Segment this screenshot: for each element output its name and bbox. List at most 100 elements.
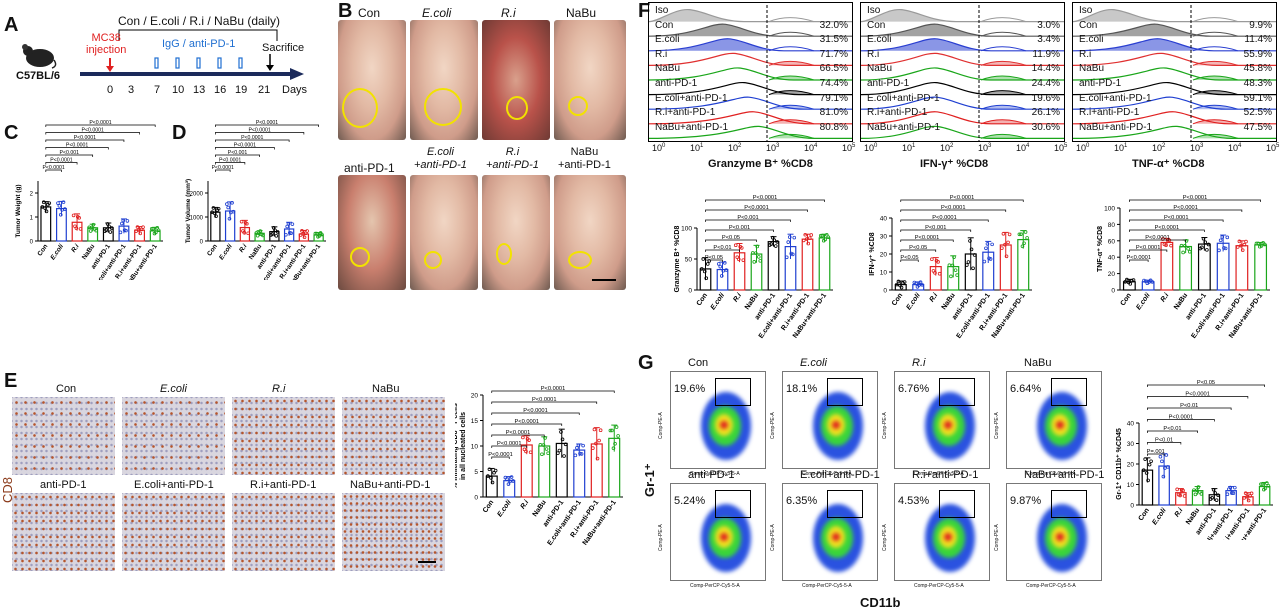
data-point xyxy=(971,266,975,271)
histogram-curve-tail xyxy=(980,46,1027,52)
bar xyxy=(1197,243,1211,291)
panel-letter-e: E xyxy=(4,370,18,392)
panel-e-ihc: Con E.coli R.i NaBu anti-PD-1 E.coli+ant… xyxy=(0,375,460,575)
panel-letter-c: C xyxy=(4,122,19,144)
data-point xyxy=(540,452,544,457)
significance-bracket xyxy=(705,249,740,252)
y-tick-label: 40 xyxy=(1108,255,1116,262)
tumor-photo xyxy=(482,175,550,290)
significance-bracket xyxy=(900,229,972,232)
significance-label: P<0.0001 xyxy=(50,157,72,163)
panel-f-histograms: Iso Con 32.0% E.coli 31.5% R.i 71.7% NaBu 66.5% a… xyxy=(648,0,1280,200)
data-point xyxy=(787,235,792,239)
sacrifice-label: Sacrifice xyxy=(262,42,305,54)
significance-bracket xyxy=(1147,442,1182,445)
histogram-row-label: E.coli+anti-PD-1 xyxy=(867,92,940,104)
significance-label: P<0.0001 xyxy=(66,142,88,148)
flow-plot-x-label: Comp-PerCP-Cy5-5-A xyxy=(1026,471,1076,477)
flow-plot-x-label: Comp-PerCP-Cy5-5-A xyxy=(690,583,740,589)
data-point xyxy=(1160,459,1164,464)
significance-bracket xyxy=(705,239,757,242)
histogram-curve-tail xyxy=(980,31,1027,37)
data-point xyxy=(1242,242,1247,247)
significance-bracket xyxy=(1147,419,1215,422)
data-point xyxy=(955,273,959,277)
y-axis-label: IFN-γ⁺ %CD8 xyxy=(869,232,876,275)
histogram-curve xyxy=(861,96,1064,110)
significance-label: P<0.0001 xyxy=(234,142,256,148)
histogram-percent: 31.5% xyxy=(819,34,848,46)
data-point xyxy=(1006,240,1010,245)
tick-exponent: 0 xyxy=(662,143,666,149)
ihc-tile xyxy=(122,493,225,571)
category-label: Con xyxy=(891,292,905,307)
data-point xyxy=(317,234,322,238)
data-point xyxy=(1195,488,1199,493)
data-point xyxy=(1143,457,1147,461)
significance-bracket xyxy=(491,423,563,426)
histogram-row-label: anti-PD-1 xyxy=(655,78,698,89)
histogram-x-tick: 104 xyxy=(1228,143,1241,153)
data-point xyxy=(61,200,66,204)
flow-dot-plot xyxy=(782,483,878,581)
significance-bracket xyxy=(491,434,545,437)
data-point xyxy=(556,451,560,455)
significance-label: P<0.01 xyxy=(1155,437,1173,443)
data-point xyxy=(1230,491,1234,495)
data-point xyxy=(493,468,498,473)
y-axis-label: % Infiltrating CD8⁺ T cells xyxy=(455,403,459,489)
tick-base: 10 xyxy=(804,143,815,153)
histogram-curve-tail xyxy=(768,46,815,52)
ihc-label: Con xyxy=(56,383,77,395)
tick-base: 10 xyxy=(690,143,701,153)
data-point xyxy=(1225,235,1230,240)
significance-label: P<0.0001 xyxy=(248,127,270,133)
flow-gate xyxy=(715,378,751,406)
data-point xyxy=(953,268,958,272)
data-point xyxy=(255,233,260,238)
flow-dot-plot xyxy=(670,483,766,581)
panel-letter-f: F xyxy=(638,0,651,22)
flow-gate-percent: 4.53% xyxy=(898,495,930,507)
panel-b-tumor-photos: Con E.coli R.i NaBu anti-PD-1 E.coli +an… xyxy=(336,0,636,295)
category-label: Con xyxy=(206,243,219,257)
y-axis-label: Gr-1⁺ CD11b⁺ %CD45 xyxy=(1116,428,1123,500)
flow-dot-plot xyxy=(782,371,878,469)
histogram-x-tick: 102 xyxy=(940,143,953,153)
histogram-curve-tail xyxy=(768,119,815,125)
photo-label: NaBu xyxy=(566,6,597,20)
data-point xyxy=(289,231,293,235)
significance-bracket xyxy=(705,199,825,202)
y-tick-label: 40 xyxy=(1127,421,1135,428)
data-point xyxy=(739,246,744,250)
tick-exponent: 4 xyxy=(814,143,818,149)
category-label: R.i xyxy=(929,291,940,303)
histogram-curve xyxy=(1073,125,1276,139)
data-point xyxy=(804,237,809,241)
tick-exponent: 1 xyxy=(912,143,916,149)
tick-base: 10 xyxy=(1016,143,1027,153)
data-point xyxy=(1178,493,1182,498)
histogram-curve-tail xyxy=(980,133,1027,139)
significance-bracket xyxy=(900,249,937,252)
significance-label: P<0.001 xyxy=(60,150,80,156)
tick-exponent: 0 xyxy=(1086,143,1090,149)
histogram-curve-tail xyxy=(1192,31,1239,37)
data-point xyxy=(1216,493,1220,497)
data-point xyxy=(936,260,940,264)
data-point xyxy=(1201,236,1206,241)
ihc-label: NaBu+anti-PD-1 xyxy=(350,479,431,491)
data-point xyxy=(824,232,829,237)
histogram-svg xyxy=(861,5,1064,141)
data-point xyxy=(135,225,140,229)
histogram-row-label: Con xyxy=(655,19,674,31)
data-point xyxy=(753,251,758,255)
histogram-svg xyxy=(1073,5,1276,141)
data-point xyxy=(1000,246,1004,250)
data-point xyxy=(1123,280,1128,284)
bar xyxy=(1160,241,1174,291)
histogram-curve-tail xyxy=(980,17,1027,23)
significance-label: P<0.0001 xyxy=(42,165,64,171)
data-point xyxy=(285,224,289,229)
